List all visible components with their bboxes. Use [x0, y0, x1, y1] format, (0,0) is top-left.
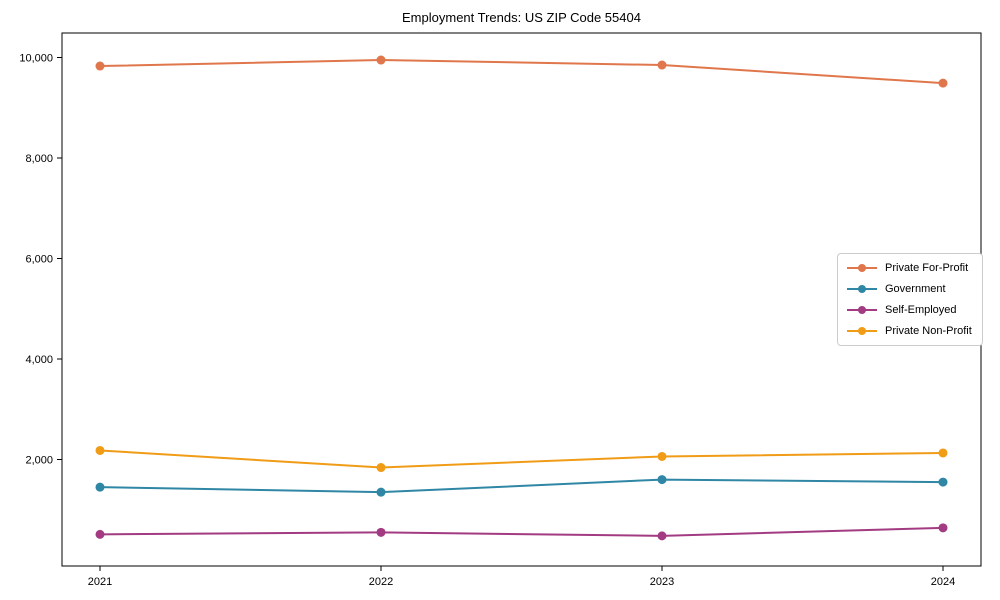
- x-tick-label: 2023: [650, 576, 674, 588]
- y-tick-label: 4,000: [25, 354, 53, 366]
- legend-line-marker-icon: [847, 306, 877, 314]
- series-marker-private-for-profit: [938, 78, 948, 88]
- series-marker-government: [95, 482, 105, 492]
- series-marker-self-employed: [938, 523, 948, 533]
- series-marker-private-non-profit: [938, 448, 948, 458]
- legend-item-private-non-profit: Private Non-Profit: [847, 324, 973, 338]
- series-marker-private-non-profit: [95, 445, 105, 455]
- x-tick-label: 2022: [369, 576, 393, 588]
- series-marker-private-for-profit: [376, 55, 386, 65]
- series-marker-private-non-profit: [376, 463, 386, 473]
- chart-title: Employment Trends: US ZIP Code 55404: [402, 10, 641, 25]
- legend-label-self-employed: Self-Employed: [885, 304, 957, 316]
- series-marker-private-non-profit: [657, 451, 667, 461]
- y-tick-label: 6,000: [25, 254, 53, 266]
- series-line-private-non-profit: [99, 449, 944, 469]
- legend-label-private-for-profit: Private For-Profit: [885, 262, 969, 274]
- series-marker-private-for-profit: [95, 61, 105, 71]
- x-tick-label: 2024: [931, 576, 955, 588]
- x-tick-label: 2021: [88, 576, 112, 588]
- y-tick-label: 8,000: [25, 153, 53, 165]
- legend-item-self-employed: Self-Employed: [847, 303, 973, 317]
- legend-label-private-non-profit: Private Non-Profit: [885, 325, 972, 337]
- legend-line-marker-icon: [847, 327, 877, 335]
- series-marker-self-employed: [376, 527, 386, 537]
- legend-item-government: Government: [847, 282, 973, 296]
- legend: Private For-Profit Government Self-Employe…: [837, 253, 983, 346]
- series-marker-government: [938, 477, 948, 487]
- series-line-private-for-profit: [99, 59, 944, 85]
- legend-line-marker-icon: [847, 285, 877, 293]
- series-line-self-employed: [99, 526, 944, 537]
- series-line-government: [99, 478, 944, 494]
- series-marker-private-for-profit: [657, 60, 667, 70]
- series-marker-self-employed: [95, 529, 105, 539]
- y-tick-label: 2,000: [25, 455, 53, 467]
- y-tick-label: 10,000: [19, 53, 53, 65]
- legend-label-government: Government: [885, 283, 946, 295]
- legend-item-private-for-profit: Private For-Profit: [847, 261, 973, 275]
- series-marker-government: [657, 475, 667, 485]
- series-marker-government: [376, 487, 386, 497]
- legend-line-marker-icon: [847, 264, 877, 272]
- series-marker-self-employed: [657, 531, 667, 541]
